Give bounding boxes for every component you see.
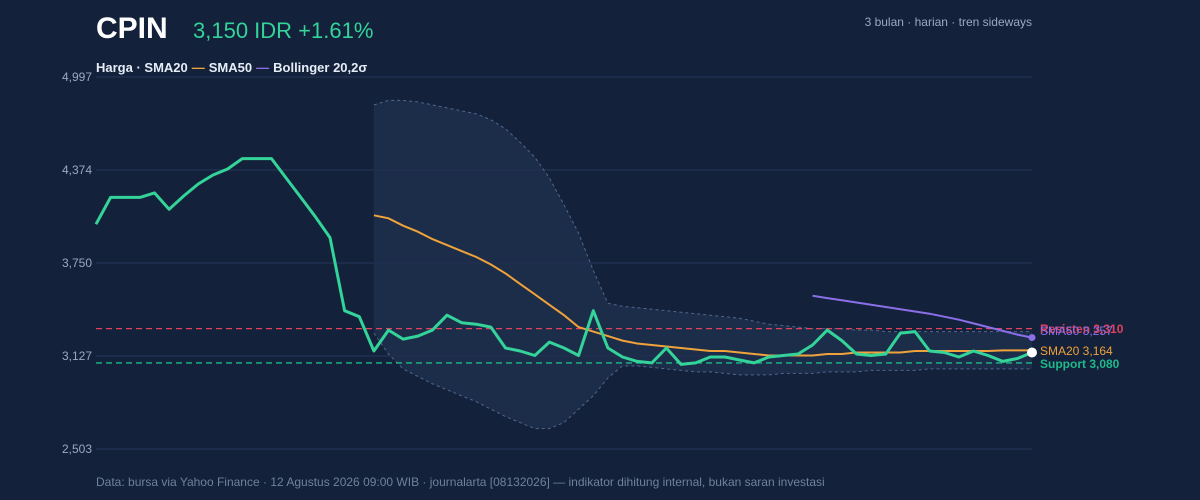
price-line — [94, 157, 1033, 366]
bollinger-fill — [373, 100, 1032, 429]
y-tick-label: 4,374 — [62, 163, 92, 177]
footer-source: Data: bursa via Yahoo Finance · 12 Agust… — [96, 475, 825, 489]
legend-sma50-swatch: — — [256, 60, 269, 75]
y-tick-label: 4,997 — [62, 70, 92, 84]
sma20-line — [373, 214, 1032, 357]
resistance-label: Resisten 3,310 — [1040, 322, 1124, 336]
support-label: Support 3,080 — [1040, 357, 1120, 371]
chart-meta: 3 bulan · harian · tren sideways — [865, 15, 1032, 29]
legend-price: Harga · — [96, 60, 144, 75]
y-tick-label: 3,750 — [62, 256, 92, 270]
y-tick-label: 3,127 — [62, 349, 92, 363]
legend-bollinger: Bollinger 20,2σ — [273, 60, 367, 75]
last-price-dot — [1027, 347, 1037, 358]
y-tick-label: 2,503 — [62, 442, 92, 456]
price-change: 3,150 IDR +1.61% — [193, 18, 373, 43]
sma20-end-label: SMA20 3,164 — [1040, 344, 1113, 358]
series-lines — [94, 157, 1037, 366]
ticker-symbol: CPIN — [96, 12, 168, 45]
bollinger-band — [373, 99, 1032, 430]
chart-legend: Harga · SMA20 — SMA50 — Bollinger 20,2σ — [96, 60, 367, 75]
sma50-end-label: SMA50 3,257 — [1040, 324, 1113, 338]
bollinger-lower-line — [373, 332, 1032, 430]
reference-lines — [96, 327, 1032, 364]
legend-sma20: SMA20 — [144, 60, 187, 75]
legend-sma50: SMA50 — [209, 60, 252, 75]
sma50-line — [812, 294, 1033, 339]
legend-sma20-swatch: — — [192, 60, 205, 75]
sma50-end-dot — [1028, 334, 1036, 342]
